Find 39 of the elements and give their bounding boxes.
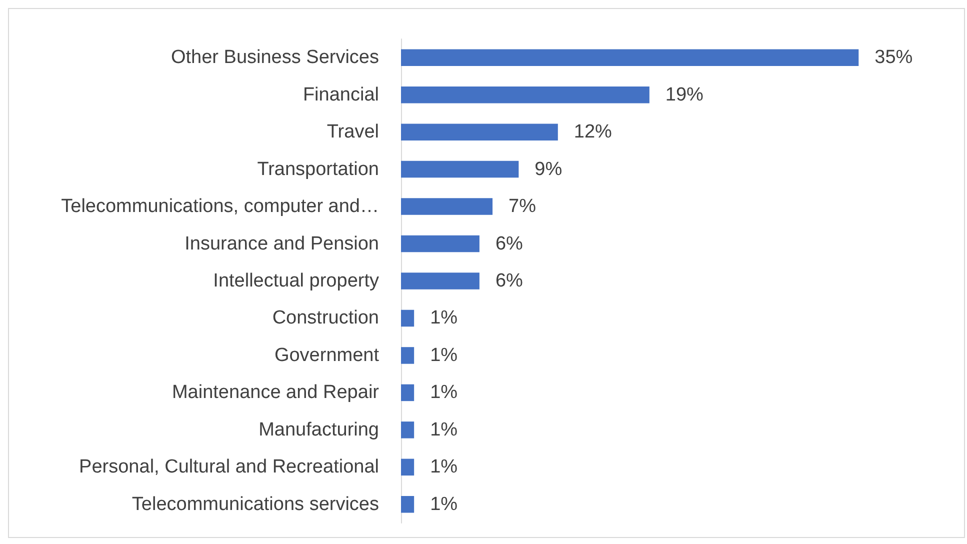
data-label: 6%: [495, 270, 524, 292]
bar: [401, 310, 414, 327]
y-tick-label: Insurance and Pension: [184, 233, 379, 254]
y-tick-label: Intellectual property: [213, 270, 380, 292]
data-label: 9%: [534, 158, 562, 180]
y-tick-label: Financial: [302, 84, 379, 106]
bar: [401, 235, 480, 252]
bar: [401, 160, 519, 178]
data-label: 7%: [508, 196, 536, 218]
data-label: 35%: [874, 47, 913, 68]
data-label: 19%: [665, 84, 704, 106]
bar: [401, 496, 414, 513]
y-tick-label: Personal, Cultural and Recreational: [79, 456, 379, 478]
y-tick-label: Manufacturing: [258, 419, 379, 440]
data-label: 6%: [495, 233, 524, 254]
data-label: 12%: [574, 122, 612, 143]
y-tick-label: Other Business Services: [170, 47, 379, 68]
bar: [401, 86, 650, 104]
data-label: 1%: [430, 382, 458, 404]
y-tick-label: Construction: [272, 308, 379, 329]
bar: [401, 272, 480, 290]
data-label: 1%: [430, 308, 458, 329]
bar: [401, 124, 558, 140]
y-tick-label: Telecommunications services: [132, 494, 379, 515]
y-tick-label: Government: [274, 344, 380, 366]
bar: [401, 49, 859, 66]
y-tick-label: Travel: [326, 122, 379, 143]
bar: [401, 347, 414, 364]
y-tick-label: Maintenance and Repair: [172, 382, 380, 404]
bar: [401, 384, 414, 402]
bar: [401, 422, 414, 438]
y-tick-label: Transportation: [257, 158, 379, 180]
bar: [401, 458, 414, 476]
data-label: 1%: [430, 419, 458, 440]
y-tick-label: Telecommunications, computer and…: [61, 196, 379, 218]
data-label: 1%: [430, 344, 458, 366]
data-label: 1%: [430, 456, 458, 478]
bar: [401, 198, 493, 215]
data-label: 1%: [430, 494, 458, 515]
